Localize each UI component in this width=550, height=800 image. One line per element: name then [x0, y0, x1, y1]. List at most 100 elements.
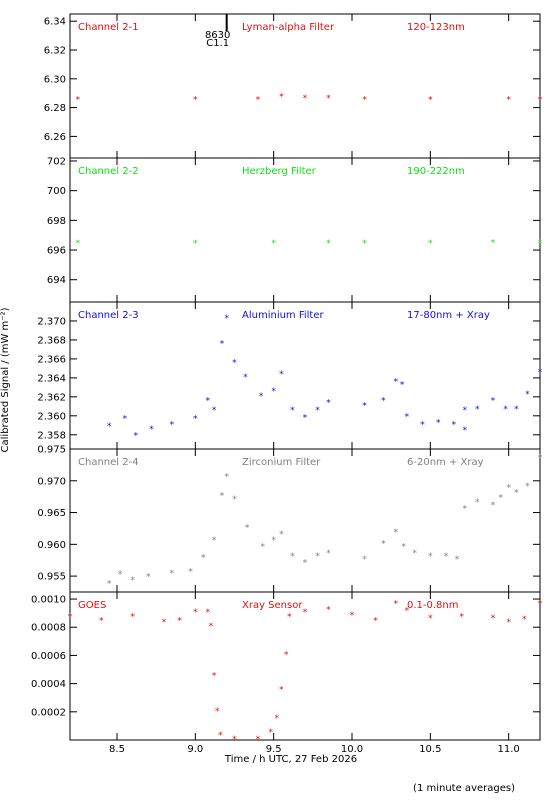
data-point: *: [537, 95, 542, 105]
data-point: *: [537, 239, 542, 249]
panel-label: Lyman-alpha Filter: [242, 22, 335, 33]
data-point: *: [232, 735, 237, 745]
data-point: *: [232, 359, 237, 369]
data-point: *: [490, 238, 495, 248]
panel-frame: [69, 591, 541, 741]
data-point: *: [462, 406, 467, 416]
data-point: *: [117, 570, 122, 580]
panels: 6.26 6.28 6.30 6.32 6.34 Channel 2-1 Lyman-alp…: [31, 13, 543, 755]
data-point: *: [506, 483, 511, 493]
flare-class-label: C1.1: [206, 38, 229, 49]
data-point: *: [130, 612, 135, 622]
panel-frame: [69, 448, 541, 593]
panel-label: Channel 2-3: [78, 310, 139, 321]
panel-1: 6.26 6.28 6.30 6.32 6.34 Channel 2-1 Lyman-alp…: [44, 13, 543, 159]
data-point: *: [188, 567, 193, 577]
series-segment-3: * * * * * * *: [462, 368, 543, 416]
data-point: *: [525, 482, 530, 492]
series-segment-2: * ** *** * **: [362, 378, 468, 436]
data-point: *: [459, 612, 464, 622]
y-tick-label: 0.0008: [31, 623, 66, 634]
data-point: *: [490, 614, 495, 624]
data-point: *: [290, 552, 295, 562]
series-segment-2: * * * *: [362, 238, 543, 249]
data-point: *: [243, 373, 248, 383]
data-point: *: [146, 572, 151, 582]
averaging-note: (1 minute averages): [413, 783, 515, 794]
data-point: *: [279, 370, 284, 380]
data-point: *: [205, 397, 210, 407]
panel-label: Aluminium Filter: [242, 310, 325, 321]
data-point: *: [177, 617, 182, 627]
panel-label: 120-123nm: [407, 22, 465, 33]
data-point: *: [475, 405, 480, 415]
y-tick-label: 0.965: [37, 508, 66, 519]
panel-frame: [69, 301, 541, 450]
x-tick-label: 10.5: [419, 744, 441, 755]
data-point: *: [287, 612, 292, 622]
data-point: *: [149, 425, 154, 435]
data-point: *: [122, 415, 127, 425]
data-point: *: [169, 569, 174, 579]
data-point: *: [490, 397, 495, 407]
data-point: *: [271, 536, 276, 546]
data-point: *: [326, 239, 331, 249]
x-tick-labels: 8.5 9.0 9.5 10.0 10.5 11.0: [109, 744, 520, 755]
data-point: *: [208, 622, 213, 632]
panel-label: Channel 2-2: [78, 166, 139, 177]
y-tick-label: 6.32: [44, 46, 66, 57]
data-point: *: [506, 618, 511, 628]
data-point: *: [503, 405, 508, 415]
panel-label: GOES: [78, 600, 106, 611]
data-point: *: [401, 543, 406, 553]
data-point: *: [75, 95, 80, 105]
data-point: *: [193, 95, 198, 105]
panel-label: Xray Sensor: [242, 600, 303, 611]
panel-frame: [69, 157, 541, 303]
data-point: *: [279, 530, 284, 540]
y-tick-label: 696: [47, 246, 66, 257]
data-point: *: [224, 314, 229, 324]
data-point: *: [373, 617, 378, 627]
data-point: *: [399, 380, 404, 390]
y-tick-label: 2.360: [37, 411, 66, 422]
x-tick-label: 9.0: [187, 744, 203, 755]
series-segment-3: * * * * * * * * * * * * *: [287, 600, 543, 628]
data-point: *: [279, 686, 284, 696]
data-point: *: [412, 549, 417, 559]
x-tick-label: 8.5: [109, 744, 125, 755]
y-tick-label: 6.30: [44, 74, 66, 85]
data-point: *: [271, 387, 276, 397]
y-tick-label: 0.0010: [31, 595, 66, 606]
data-point: *: [393, 600, 398, 610]
data-point: *: [537, 454, 542, 464]
data-point: *: [443, 552, 448, 562]
series-segment-1: * * * * * * *: [67, 608, 210, 628]
data-point: *: [435, 418, 440, 428]
data-point: *: [271, 239, 276, 249]
data-point: *: [393, 378, 398, 388]
series-segment-1: *******************: [106, 314, 331, 442]
data-point: *: [211, 672, 216, 682]
panel-2: 694 696 698 700 702 Channel 2-2 Herzberg Filte…: [47, 156, 543, 303]
data-point: *: [393, 528, 398, 538]
y-tick-label: 6.26: [44, 132, 66, 143]
data-point: *: [315, 406, 320, 416]
data-point: *: [326, 398, 331, 408]
data-point: *: [404, 413, 409, 423]
data-point: *: [498, 494, 503, 504]
panel-frame: [69, 13, 541, 159]
y-tick-label: 2.370: [37, 316, 66, 327]
data-point: *: [232, 495, 237, 505]
data-point: *: [462, 426, 467, 436]
data-point: *: [215, 707, 220, 717]
data-point: *: [315, 552, 320, 562]
data-point: *: [326, 94, 331, 104]
y-tick-label: 6.34: [44, 17, 66, 28]
data-point: *: [462, 504, 467, 514]
y-tick-label: 700: [47, 186, 66, 197]
data-point: *: [255, 735, 260, 745]
y-tick-label: 0.970: [37, 476, 66, 487]
data-point: *: [169, 420, 174, 430]
data-point: *: [106, 579, 111, 589]
